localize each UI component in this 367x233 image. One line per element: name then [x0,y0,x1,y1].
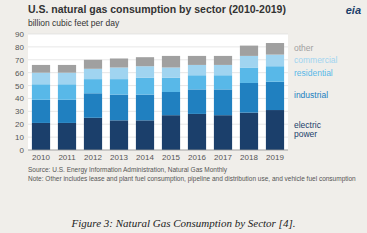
bar [32,123,50,150]
bar [188,65,206,75]
bar [84,69,102,79]
x-tick-label: 2016 [188,153,206,162]
x-tick-label: 2015 [162,153,180,162]
bar [240,46,258,56]
bar [162,78,180,92]
bar [162,68,180,78]
bar [240,113,258,150]
x-tick-label: 2013 [110,153,128,162]
legend-line: commercial [294,55,338,65]
bar [58,65,76,73]
bar [188,89,206,113]
x-tick-label: 2014 [136,153,154,162]
bar [84,79,102,93]
bar [162,115,180,150]
bar [136,120,154,150]
y-tick-label: 70 [15,56,24,65]
bar [84,93,102,117]
y-tick-label: 80 [15,43,24,52]
bar [32,73,50,85]
bar [188,75,206,89]
caption: Figure 3: Natural Gas Consumption by Sec… [71,217,296,229]
bar [110,79,128,94]
bar [266,43,284,55]
bar [136,57,154,66]
bar [136,95,154,121]
legend-line: other [294,43,314,53]
bar [110,95,128,121]
legend-label: residential [294,68,333,78]
bar [162,92,180,115]
x-tick-label: 2011 [58,153,76,162]
bar [58,84,76,99]
note-line: Note: Other includes lease and plant fue… [28,175,356,183]
bar [110,58,128,67]
bar [32,84,50,99]
bar [58,73,76,85]
bar [214,89,232,115]
source: Source: U.S. Energy Information Administ… [28,166,228,174]
bar [58,100,76,123]
legend-line: power [294,129,317,139]
bar [136,66,154,78]
grid-line [28,150,288,151]
bar [214,56,232,65]
bar [162,56,180,68]
legend-label: other [294,43,314,53]
bar [188,114,206,150]
bar [84,118,102,150]
y-tick-label: 0 [20,146,25,155]
x-tick-label: 2017 [214,153,232,162]
legend-label: industrial [294,90,328,100]
legend-label: electricpower [294,120,322,139]
logo: eia [346,4,361,16]
bar [58,123,76,150]
x-tick-label: 2012 [84,153,102,162]
y-tick-label: 90 [15,30,24,39]
y-tick-label: 50 [15,82,24,91]
x-axis-line [28,150,288,151]
grid-line [28,34,288,35]
title: U.S. natural gas consumption by sector (… [28,3,286,15]
bar [266,55,284,67]
y-tick-label: 30 [15,107,24,116]
y-tick-label: 10 [15,133,24,142]
bar [214,75,232,89]
bar [266,110,284,150]
bar [110,120,128,150]
bar [240,56,258,68]
bar [188,56,206,65]
note: Note: Other includes lease and plant fue… [28,175,356,183]
bar [136,78,154,95]
bar [84,60,102,69]
bar [214,115,232,150]
chart: U.S. natural gas consumption by sector (… [0,0,367,233]
x-tick-label: 2018 [240,153,258,162]
bar [32,100,50,123]
bars [32,43,284,150]
bar [214,65,232,75]
bar [266,82,284,110]
bar [32,65,50,73]
legend-label: commercial [294,55,338,65]
y-tick-label: 60 [15,69,24,78]
bar [240,83,258,113]
y-tick-label: 40 [15,94,24,103]
x-tick-label: 2010 [32,153,50,162]
bar [110,68,128,80]
plot-area [28,34,288,150]
subtitle: billion cubic feet per day [28,18,120,28]
bar [266,66,284,81]
legend-line: industrial [294,90,328,100]
bar [240,68,258,83]
x-tick-label: 2019 [266,153,284,162]
y-tick-label: 20 [15,120,24,129]
legend-line: residential [294,68,333,78]
